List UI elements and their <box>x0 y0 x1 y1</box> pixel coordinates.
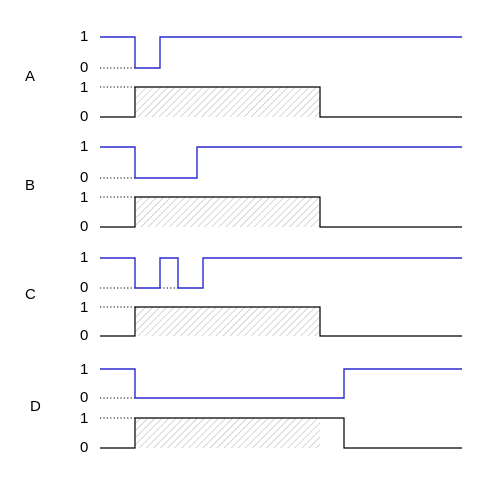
bottom-high-label: 1 <box>80 79 88 96</box>
bottom-signal-waveform <box>100 86 462 118</box>
bottom-signal-waveform <box>100 306 462 337</box>
top-signal-waveform <box>100 36 462 69</box>
bottom-signal-waveform <box>100 196 462 228</box>
top-signal-waveform <box>100 257 462 289</box>
panel-b: B 1 0 1 0 <box>25 138 462 235</box>
top-low-label: 0 <box>80 59 88 76</box>
top-high-label: 1 <box>80 138 88 155</box>
top-high-label: 1 <box>80 249 88 266</box>
hatched-pulse-area <box>135 197 320 227</box>
panel-a: A 1 0 1 0 <box>25 28 462 125</box>
hatched-pulse-area <box>135 307 320 336</box>
top-signal-waveform <box>100 146 462 179</box>
top-low-label: 0 <box>80 169 88 186</box>
top-low-label: 0 <box>80 389 88 406</box>
top-signal-waveform <box>100 368 462 399</box>
bottom-low-label: 0 <box>80 439 88 456</box>
panel-c: C 1 0 1 0 <box>25 249 462 344</box>
panel-label: D <box>30 398 41 415</box>
panel-label: B <box>25 177 35 194</box>
panel-label: A <box>25 68 35 85</box>
top-high-label: 1 <box>80 28 88 45</box>
bottom-high-label: 1 <box>80 189 88 206</box>
bottom-low-label: 0 <box>80 218 88 235</box>
bottom-low-label: 0 <box>80 327 88 344</box>
bottom-signal-waveform <box>100 417 462 449</box>
bottom-high-label: 1 <box>80 410 88 427</box>
hatched-pulse-area <box>135 87 320 117</box>
top-low-label: 0 <box>80 279 88 296</box>
hatched-pulse-area <box>135 418 320 448</box>
top-high-label: 1 <box>80 361 88 378</box>
bottom-low-label: 0 <box>80 108 88 125</box>
panel-d: D 1 0 1 0 <box>30 361 462 456</box>
bottom-high-label: 1 <box>80 299 88 316</box>
panel-label: C <box>25 286 36 303</box>
